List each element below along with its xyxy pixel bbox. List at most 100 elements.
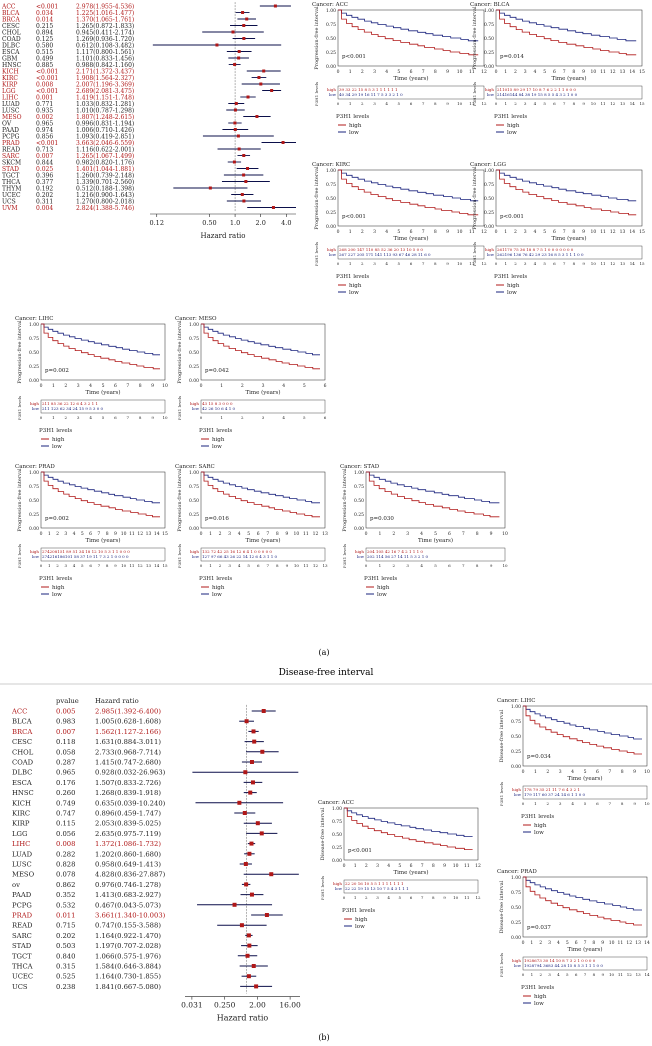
km-risk-xtick: 10	[294, 563, 300, 568]
forest-row-pvalue: 0.885	[36, 62, 53, 69]
km-risk-xtick: 5	[398, 261, 401, 266]
km-curve-high	[41, 323, 160, 370]
forest-tick-label: 2.00	[249, 1001, 266, 1010]
forest-row-cancer: LUSC	[2, 108, 20, 115]
hazard-box	[246, 974, 251, 979]
km-risk-frame	[495, 245, 643, 260]
km-xtick: 3	[524, 69, 527, 75]
km-risk-xtick: 10	[453, 895, 459, 900]
hazard-box	[232, 160, 236, 164]
forest-b: pvalue Hazard ratio ACC 0.005 2.985(1.392-6.…	[11, 697, 301, 1023]
km-frame	[343, 807, 479, 861]
km-risk-xtick: 5	[81, 563, 84, 568]
km-ytick: 1.00	[511, 875, 521, 881]
km-ytick: 1.00	[326, 8, 336, 14]
km-risk-xtick: 3	[373, 261, 376, 266]
forest-tick-label: 2.0	[256, 219, 266, 227]
km-ytick: 0.25	[29, 364, 39, 370]
km-legend-high: high	[349, 123, 362, 129]
km-risk-xtick: 4	[420, 563, 423, 568]
forest-header-pvalue: pvalue	[56, 697, 79, 705]
km-xtick: 13	[635, 940, 641, 946]
km-risk-xtick: 11	[303, 563, 308, 568]
forest-row-hr: 1.265(0.872-1.833)	[76, 23, 134, 30]
hazard-box	[243, 770, 248, 775]
forest-row-pvalue: 0.008	[56, 840, 75, 848]
km-xtick: 11	[600, 69, 606, 75]
km-risk-xtick: 3	[77, 415, 80, 420]
km-frame	[200, 471, 326, 529]
km-risk-xtick: 2	[514, 261, 517, 266]
hazard-box	[262, 69, 266, 73]
hazard-box	[260, 749, 265, 754]
forest-row-cancer: KICH	[12, 799, 31, 807]
km-xtick: 12	[610, 229, 616, 235]
km-xtick: 5	[434, 531, 437, 537]
km-risk-low-label: low	[192, 406, 200, 411]
km-risk-xtick: 9	[286, 563, 289, 568]
km-risk-xtick: 10	[502, 563, 508, 568]
km-risk-low-label: low	[487, 252, 495, 257]
km-xtick: 9	[582, 229, 585, 235]
km-risk-xtick: 6	[257, 563, 260, 568]
km-risk-xtick: 7	[266, 563, 269, 568]
km-risk-xtick: 15	[639, 101, 645, 106]
km-xtick: 11	[464, 863, 470, 869]
km-ytick: 0.25	[189, 364, 199, 370]
km-legend-high: high	[507, 123, 520, 129]
forest-row-cancer: MESO	[12, 871, 35, 879]
km-xtick: 5	[102, 383, 105, 389]
km-risk-low-label: low	[32, 406, 40, 411]
km-ytick: 0.50	[484, 36, 494, 42]
forest-row-hr: 1.265(1.067-1.499)	[76, 153, 134, 160]
km-xtick: 10	[644, 769, 650, 775]
km-risk-xtick: 9	[633, 801, 636, 806]
forest-tick-label: 4.0	[281, 219, 291, 227]
km-risk-xtick: 6	[596, 801, 599, 806]
forest-row-pvalue: 0.202	[56, 932, 75, 940]
km-pvalue: p<0.001	[342, 54, 366, 60]
forest-row-hr: 1.372(1.086-1.732)	[95, 840, 161, 848]
hazard-box	[259, 82, 263, 86]
km-risk-low-row: 22 22 19 15 13 10 7 5 4 3 1 1 1	[345, 886, 409, 891]
km-xtick: 1	[504, 229, 507, 235]
forest-row-hr: 1.270(0.800-2.018)	[76, 199, 134, 206]
km-risk-frame	[40, 399, 166, 414]
km-xtick: 10	[502, 531, 508, 537]
forest-row-pvalue: 0.004	[36, 205, 53, 212]
forest-tick-label: 0.50	[202, 219, 216, 227]
km-xtick: 9	[633, 769, 636, 775]
panel-b-label: (b)	[318, 1033, 329, 1042]
km-xtick: 7	[608, 769, 611, 775]
km-xlabel: Time (years)	[85, 389, 120, 396]
forest-row-hr: 1.164(0.730-1.855)	[95, 973, 161, 981]
forest-row-pvalue: 0.007	[36, 153, 53, 160]
km-risk-xtick: 10	[591, 101, 597, 106]
km-title: Cancer: MESO	[175, 316, 217, 322]
forest-row-hr: 2.689(2.081-3.475)	[76, 88, 134, 95]
km-xtick: 5	[543, 229, 546, 235]
km-risk-high-row: 261170 75 36 18 8 7 5 1 0 0 0 0 0 0 0	[497, 247, 574, 252]
forest-row-hr: 1.339(0.701-2.560)	[76, 179, 134, 186]
hazard-box	[249, 841, 254, 846]
forest-row-cancer: LIHC	[2, 95, 19, 102]
hazard-box	[241, 11, 245, 14]
km-xtick: 10	[590, 229, 596, 235]
km-risk-xtick: 12	[475, 895, 481, 900]
forest-row-hr: 1.584(0.646-3.884)	[95, 963, 161, 971]
km-xtick: 13	[620, 69, 626, 75]
km-curve-low	[41, 471, 160, 504]
km-title: Cancer: SARC	[175, 464, 215, 470]
km-curve-low	[201, 323, 320, 356]
km-ytick: 0.50	[354, 498, 364, 504]
forest-row-pvalue: <0.001	[36, 4, 58, 11]
forest-row-cancer: GBM	[2, 56, 17, 63]
km-frame	[200, 323, 326, 381]
forest-row-cancer: DLBC	[2, 43, 20, 50]
km-risk-high-row: 211015 89 29 17 10 8 7 6 2 2 1 1 0 0 0	[497, 87, 576, 92]
hazard-box	[271, 206, 275, 209]
km-ytick: 0.50	[326, 196, 336, 202]
km-xtick: 7	[97, 531, 100, 537]
km-xtick: 5	[566, 940, 569, 946]
